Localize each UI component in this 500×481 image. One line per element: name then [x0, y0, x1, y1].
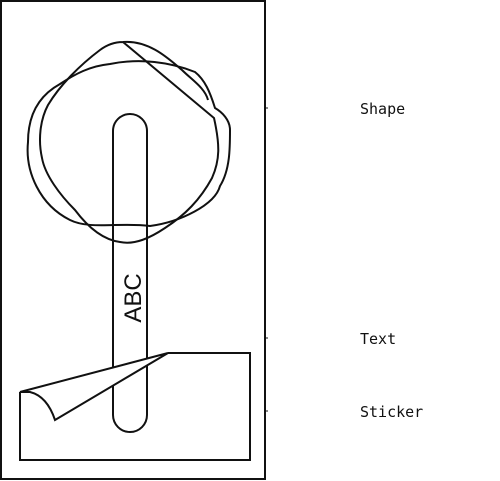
octagon-shape-outline: [39, 40, 220, 244]
sticker-peel: [19, 352, 169, 422]
text-pill: [112, 113, 148, 433]
diagram-frame: [0, 0, 266, 480]
sticker-base: [19, 352, 251, 461]
text-label: Text: [360, 330, 397, 348]
shape-label: Shape: [360, 100, 406, 118]
sticker-text: ABC: [120, 273, 147, 322]
wavy-shape-outline: [26, 60, 232, 228]
sticker-label: Sticker: [360, 403, 424, 421]
